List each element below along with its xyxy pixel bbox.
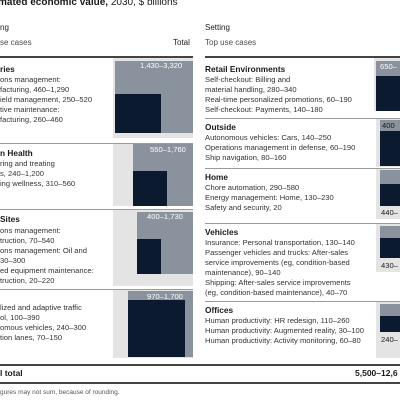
section-divider: [205, 118, 400, 119]
use-case-item: Safety and security, 20: [205, 203, 282, 212]
use-case-item: truction, 70–540: [0, 236, 55, 245]
total-value: 5,500–12,6: [355, 368, 398, 378]
value-range-inner-box: [128, 300, 185, 357]
use-case-item: facturing, 460–1,290: [0, 85, 70, 94]
use-case-item: ons management:: [0, 226, 61, 235]
value-range-inner-box: [133, 171, 167, 206]
use-case-item: truction, 20–220: [0, 276, 55, 285]
total-bottom-divider: [0, 382, 400, 384]
use-case-item: Human productivity: Activity monitoring,…: [205, 336, 361, 345]
use-case-item: Self-checkout: Billing and: [205, 75, 291, 84]
use-case-item: Human productivity: Augmented reality, 3…: [205, 326, 364, 335]
section-divider: [0, 289, 193, 290]
value-range-inner-box: [376, 76, 400, 111]
value-range-inner-box: [380, 131, 400, 166]
section-divider: [0, 209, 193, 210]
chart-subtitle: mated economic value, 2030, $ billions: [0, 0, 178, 8]
value-range-label: 400: [382, 121, 395, 130]
left-total-heading: Total: [173, 38, 190, 47]
section-title: Offices: [205, 305, 234, 315]
use-case-item: Operations management in defense, 60–190: [205, 143, 356, 152]
value-range-inner-box: [115, 94, 161, 133]
value-range-inner-box: [380, 238, 400, 258]
section-divider: [205, 301, 400, 302]
section-title: Outside: [205, 122, 236, 132]
left-column-subheading: se cases: [0, 38, 32, 47]
section-title: Sites: [0, 214, 20, 224]
use-case-item: material handling, 280–340: [205, 85, 297, 94]
use-case-item: (eg, condition-based maintenance), 40–70: [205, 288, 348, 297]
use-case-item: tion lanes, 70–150: [0, 333, 63, 342]
use-case-item: Autonomous vehicles: Cars, 140–250: [205, 133, 332, 142]
use-case-item: ring and treating: [0, 159, 55, 168]
use-case-item: ing wellness, 310–560: [0, 179, 76, 188]
value-range-label: 400–1,730: [147, 212, 183, 221]
use-case-item: Self-checkout: Payments, 140–180: [205, 105, 323, 114]
use-case-item: Human productivity: HR redesign, 110–260: [205, 316, 350, 325]
use-case-item: ield management, 250–520: [0, 95, 93, 104]
section-divider: [205, 223, 400, 224]
value-range-label: 550–1,760: [150, 145, 186, 154]
section-divider: [0, 143, 193, 144]
use-case-item: Chore automation, 290–580: [205, 183, 300, 192]
value-range-inner-box: [380, 316, 400, 332]
value-range-inner-box: [137, 239, 161, 274]
right-column-heading: Setting: [205, 23, 230, 32]
section-title: Home: [205, 172, 229, 182]
value-range-inner-box: [380, 184, 400, 206]
use-case-item: maintenance), 90–140: [205, 268, 281, 277]
use-case-item: ons management:: [0, 75, 61, 84]
value-range-label: 240–: [381, 335, 398, 344]
value-range-label: 650–: [380, 62, 397, 71]
right-column-subheading: Top use cases: [205, 38, 257, 47]
use-case-item: lized and adaptive traffic: [0, 303, 82, 312]
value-range-label: 970–1,700: [147, 292, 183, 301]
section-divider: [205, 56, 400, 58]
use-case-item: ons management: Oil and: [0, 246, 87, 255]
use-case-item: ol, 100–390: [0, 313, 40, 322]
use-case-item: 30–300: [0, 256, 26, 265]
left-column-heading: ng: [0, 23, 9, 32]
use-case-item: Shipping: After-sales service improvemen…: [205, 278, 351, 287]
value-range-label: 440–: [381, 208, 398, 217]
use-case-item: Real-time personalized promotions, 60–19…: [205, 95, 352, 104]
section-title: ries: [0, 64, 15, 74]
total-divider: [0, 364, 400, 366]
value-range-label: 1,430–3,320: [140, 61, 183, 70]
section-title: Vehicles: [205, 227, 239, 237]
use-case-item: Passenger vehicles and trucks: After-sal…: [205, 248, 349, 257]
use-case-item: service improvements (eg, condition-base…: [205, 258, 350, 267]
value-range-label: 430–: [381, 261, 398, 270]
total-label: l total: [0, 368, 23, 378]
use-case-item: omous vehicles, 240–300: [0, 323, 87, 332]
use-case-item: tive maintenance:: [0, 105, 60, 114]
use-case-item: Energy management: Home, 130–230: [205, 193, 334, 202]
footnote: gures may not sum, because of rounding.: [0, 389, 120, 396]
use-case-item: Insurance: Personal transportation, 130–…: [205, 238, 355, 247]
section-divider: [205, 168, 400, 169]
section-title: Retail Environments: [205, 64, 286, 74]
section-divider: [0, 56, 193, 58]
use-case-item: Ship navigation, 80–160: [205, 153, 287, 162]
section-title: n Health: [0, 148, 33, 158]
use-case-item: ed equipment maintenance:: [0, 266, 94, 275]
use-case-item: s, 240–1,200: [0, 169, 44, 178]
use-case-item: facturing, 260–460: [0, 115, 63, 124]
